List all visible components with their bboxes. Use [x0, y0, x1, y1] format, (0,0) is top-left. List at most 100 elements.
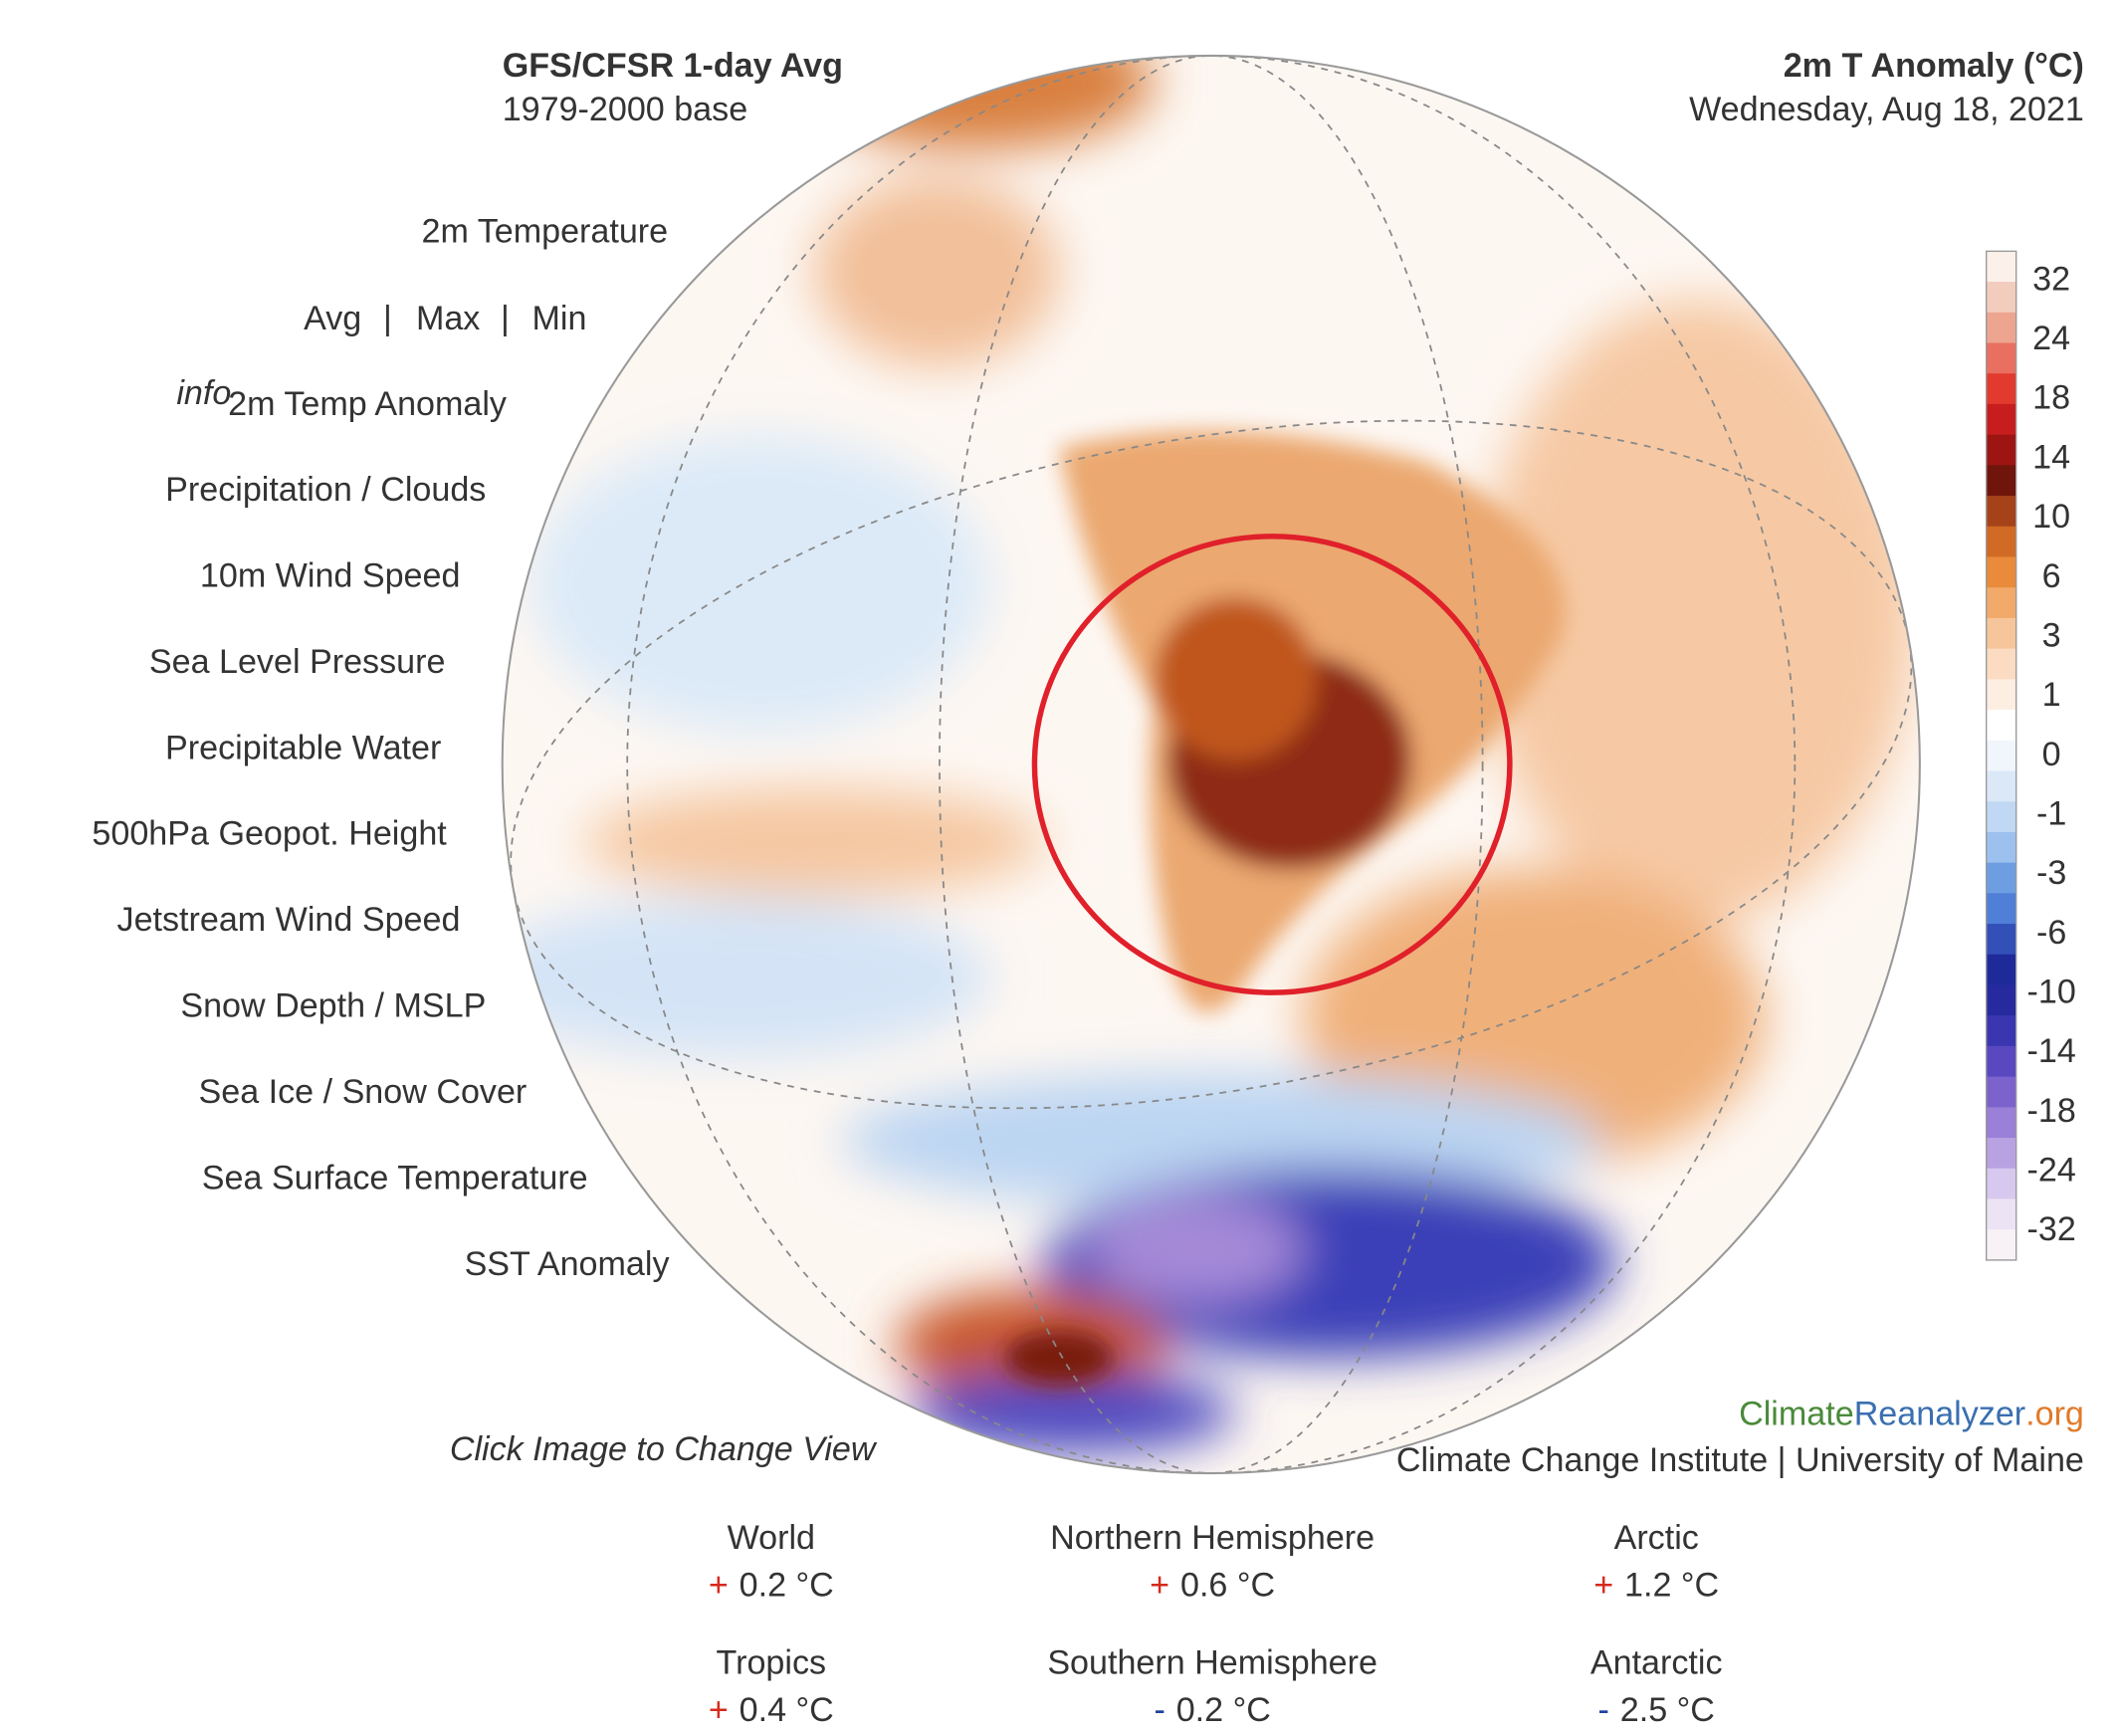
- sign: -: [1598, 1691, 1609, 1729]
- colorbar-swatch: [1986, 403, 2016, 436]
- colorbar-swatch: [1986, 1076, 2016, 1109]
- colorbar-swatch: [1986, 710, 2016, 742]
- colorbar-label: 32: [2032, 260, 2070, 298]
- region-name: Tropics: [717, 1643, 827, 1681]
- right-subtitle: Wednesday, Aug 18, 2021: [1689, 91, 2084, 128]
- region-name: Northern Hemisphere: [1050, 1519, 1375, 1557]
- value: 0.6 °C: [1180, 1567, 1275, 1605]
- colorbar-swatch: [1986, 740, 2016, 772]
- colorbar-swatch: [1986, 526, 2016, 558]
- left-subtitle: 1979-2000 base: [503, 91, 747, 128]
- region-name: Arctic: [1614, 1519, 1699, 1557]
- colorbar-label: -6: [2036, 914, 2066, 952]
- colorbar-swatch: [1986, 770, 2016, 803]
- colorbar-swatch: [1986, 679, 2016, 711]
- separator: |: [383, 300, 392, 337]
- globe-edge: [501, 54, 1921, 1475]
- colorbar-swatch: [1986, 648, 2016, 681]
- region-value: +0.4 °C: [709, 1691, 834, 1729]
- colorbar-label: -18: [2027, 1092, 2076, 1130]
- info-link[interactable]: info: [176, 374, 231, 412]
- sign: +: [709, 1567, 729, 1605]
- colorbar-swatch: [1986, 282, 2016, 314]
- menu-item[interactable]: Sea Surface Temperature: [202, 1160, 588, 1197]
- colorbar-swatch: [1986, 496, 2016, 528]
- menu-item[interactable]: Snow Depth / MSLP: [180, 987, 486, 1025]
- region-name: Antarctic: [1590, 1643, 1723, 1681]
- region-name: World: [728, 1519, 815, 1557]
- region-value: -2.5 °C: [1598, 1691, 1715, 1729]
- region-value: +0.2 °C: [709, 1567, 834, 1605]
- value: 0.2 °C: [740, 1567, 834, 1605]
- menu-item[interactable]: Jetstream Wind Speed: [117, 901, 461, 939]
- colorbar-label: -10: [2027, 974, 2076, 1011]
- colorbar-swatch: [1986, 862, 2016, 895]
- menu-item[interactable]: 2m Temperature: [422, 213, 669, 251]
- colorbar-label: 0: [2042, 736, 2061, 773]
- colorbar-swatch: [1986, 1138, 2016, 1170]
- logo-part: .org: [2025, 1396, 2084, 1433]
- colorbar-swatch: [1986, 465, 2016, 497]
- menu-sub-item[interactable]: Avg: [304, 300, 361, 337]
- separator: |: [501, 300, 510, 337]
- colorbar-swatch: [1986, 1198, 2016, 1230]
- highlight-circle: [1031, 534, 1513, 995]
- sign: +: [1593, 1567, 1613, 1605]
- colorbar-label: 1: [2042, 676, 2061, 714]
- colorbar-swatch: [1986, 893, 2016, 925]
- colorbar-swatch: [1986, 924, 2016, 956]
- sign: -: [1154, 1691, 1165, 1729]
- value: 1.2 °C: [1624, 1567, 1719, 1605]
- colorbar-swatch: [1986, 373, 2016, 405]
- menu-sub-item[interactable]: Max: [416, 300, 480, 337]
- menu-item[interactable]: Sea Level Pressure: [149, 643, 446, 681]
- menu-item[interactable]: SST Anomaly: [465, 1245, 670, 1283]
- sign: +: [1150, 1567, 1169, 1605]
- globe[interactable]: [457, 14, 1966, 1474]
- menu-item[interactable]: Sea Ice / Snow Cover: [199, 1073, 528, 1111]
- hint: Click Image to Change View: [450, 1430, 878, 1468]
- menu-item[interactable]: Precipitable Water: [165, 729, 441, 766]
- colorbar-swatch: [1986, 984, 2016, 1016]
- colorbar-swatch: [1986, 1107, 2016, 1139]
- colorbar-swatch: [1986, 801, 2016, 833]
- colorbar-label: -24: [2027, 1152, 2076, 1190]
- logo-part: Reanalyzer: [1854, 1396, 2025, 1433]
- menu-item[interactable]: 10m Wind Speed: [200, 556, 461, 594]
- colorbar: [1986, 251, 2016, 1261]
- colorbar-swatch: [1986, 1045, 2016, 1078]
- colorbar-label: -14: [2027, 1032, 2076, 1070]
- colorbar-swatch: [1986, 251, 2016, 283]
- colorbar-label: -1: [2036, 794, 2066, 832]
- colorbar-swatch: [1986, 1229, 2016, 1261]
- colorbar-swatch: [1986, 312, 2016, 344]
- menu-item-selected[interactable]: 2m Temp Anomaly: [228, 385, 507, 423]
- region-value: -0.2 °C: [1154, 1691, 1270, 1729]
- left-title: GFS/CFSR 1-day Avg: [503, 47, 843, 85]
- colorbar-swatch: [1986, 617, 2016, 650]
- menu-sub-item[interactable]: Min: [532, 300, 587, 337]
- colorbar-swatch: [1986, 342, 2016, 375]
- colorbar-swatch: [1986, 1015, 2016, 1047]
- right-title: 2m T Anomaly (°C): [1784, 47, 2084, 85]
- colorbar-label: 14: [2032, 438, 2070, 476]
- colorbar-swatch: [1986, 954, 2016, 986]
- logo-subtitle: Climate Change Institute | University of…: [1396, 1441, 2084, 1479]
- colorbar-swatch: [1986, 831, 2016, 864]
- region-name: Southern Hemisphere: [1047, 1643, 1377, 1681]
- region-value: +0.6 °C: [1150, 1567, 1275, 1605]
- colorbar-frame: [1986, 250, 2017, 1261]
- logo[interactable]: ClimateReanalyzer.org: [1739, 1396, 2084, 1433]
- value: 2.5 °C: [1620, 1691, 1715, 1729]
- colorbar-swatch: [1986, 1168, 2016, 1200]
- colorbar-label: -32: [2027, 1210, 2076, 1248]
- colorbar-swatch: [1986, 434, 2016, 467]
- menu-item[interactable]: 500hPa Geopot. Height: [92, 815, 447, 853]
- logo-part: Climate: [1739, 1396, 1854, 1433]
- value: 0.2 °C: [1176, 1691, 1271, 1729]
- colorbar-label: 6: [2042, 557, 2061, 595]
- menu-item[interactable]: Precipitation / Clouds: [165, 471, 486, 509]
- colorbar-label: 3: [2042, 616, 2061, 654]
- colorbar-swatch: [1986, 556, 2016, 589]
